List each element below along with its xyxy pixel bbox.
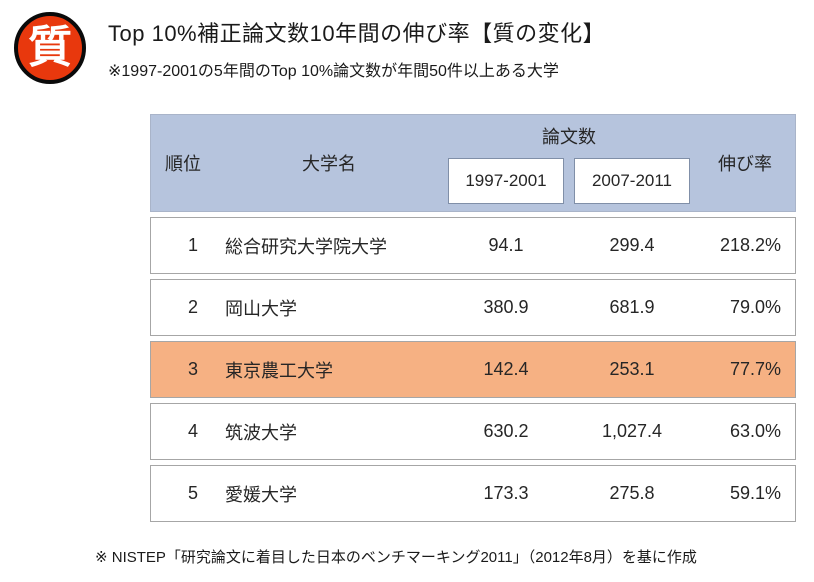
cell-period2: 253.1 bbox=[609, 359, 655, 379]
slide-header: 質 Top 10%補正論文数10年間の伸び率【質の変化】 ※1997-2001の… bbox=[0, 0, 814, 84]
cell-university: 岡山大学 bbox=[225, 298, 297, 319]
col-header-period2: 2007-2011 bbox=[574, 158, 690, 204]
cell-period2: 1,027.4 bbox=[601, 421, 663, 441]
page-title: Top 10%補正論文数10年間の伸び率【質の変化】 bbox=[108, 21, 606, 46]
cell-period1: 142.4 bbox=[483, 359, 529, 379]
ranking-table: 順位 大学名 論文数 1997-2001 2007-2011 伸び率 1 総合研… bbox=[150, 114, 796, 522]
table-header: 順位 大学名 論文数 1997-2001 2007-2011 伸び率 bbox=[150, 114, 796, 212]
title-block: Top 10%補正論文数10年間の伸び率【質の変化】 ※1997-2001の5年… bbox=[108, 12, 605, 81]
col-header-growth: 伸び率 bbox=[718, 154, 772, 174]
table-row-highlighted: 3 東京農工大学 142.4 253.1 77.7% bbox=[150, 341, 796, 398]
cell-growth: 77.7% bbox=[729, 359, 781, 379]
table-row: 2 岡山大学 380.9 681.9 79.0% bbox=[150, 279, 796, 336]
cell-growth: 218.2% bbox=[719, 235, 781, 255]
cell-period1: 630.2 bbox=[483, 421, 529, 441]
cell-rank: 2 bbox=[187, 297, 198, 317]
table-row: 4 筑波大学 630.2 1,027.4 63.0% bbox=[150, 403, 796, 460]
cell-rank: 5 bbox=[187, 483, 198, 503]
table-row: 1 総合研究大学院大学 94.1 299.4 218.2% bbox=[150, 217, 796, 274]
cell-period1: 173.3 bbox=[483, 483, 529, 503]
cell-period1: 380.9 bbox=[483, 297, 529, 317]
cell-university: 総合研究大学院大学 bbox=[225, 236, 387, 257]
cell-period2: 275.8 bbox=[609, 483, 655, 503]
cell-period2: 299.4 bbox=[609, 235, 655, 255]
table-row: 5 愛媛大学 173.3 275.8 59.1% bbox=[150, 465, 796, 522]
cell-rank: 3 bbox=[187, 359, 198, 379]
cell-period1: 94.1 bbox=[488, 235, 524, 255]
cell-university: 東京農工大学 bbox=[225, 360, 333, 381]
quality-badge: 質 bbox=[14, 12, 86, 84]
col-header-papers: 論文数 bbox=[542, 127, 596, 147]
cell-growth: 59.1% bbox=[729, 483, 781, 503]
col-header-university: 大学名 bbox=[302, 154, 356, 174]
cell-university: 筑波大学 bbox=[225, 422, 297, 443]
cell-rank: 4 bbox=[187, 421, 198, 441]
col-header-rank: 順位 bbox=[165, 154, 201, 174]
source-note: ※ NISTEP「研究論文に着目した日本のベンチマーキング2011」（2012年… bbox=[95, 549, 697, 566]
cell-growth: 63.0% bbox=[729, 421, 781, 441]
cell-growth: 79.0% bbox=[729, 297, 781, 317]
cell-rank: 1 bbox=[187, 235, 198, 255]
cell-period2: 681.9 bbox=[609, 297, 655, 317]
cell-university: 愛媛大学 bbox=[225, 484, 297, 505]
col-header-period1: 1997-2001 bbox=[448, 158, 564, 204]
page-subtitle: ※1997-2001の5年間のTop 10%論文数が年間50件以上ある大学 bbox=[108, 63, 559, 80]
